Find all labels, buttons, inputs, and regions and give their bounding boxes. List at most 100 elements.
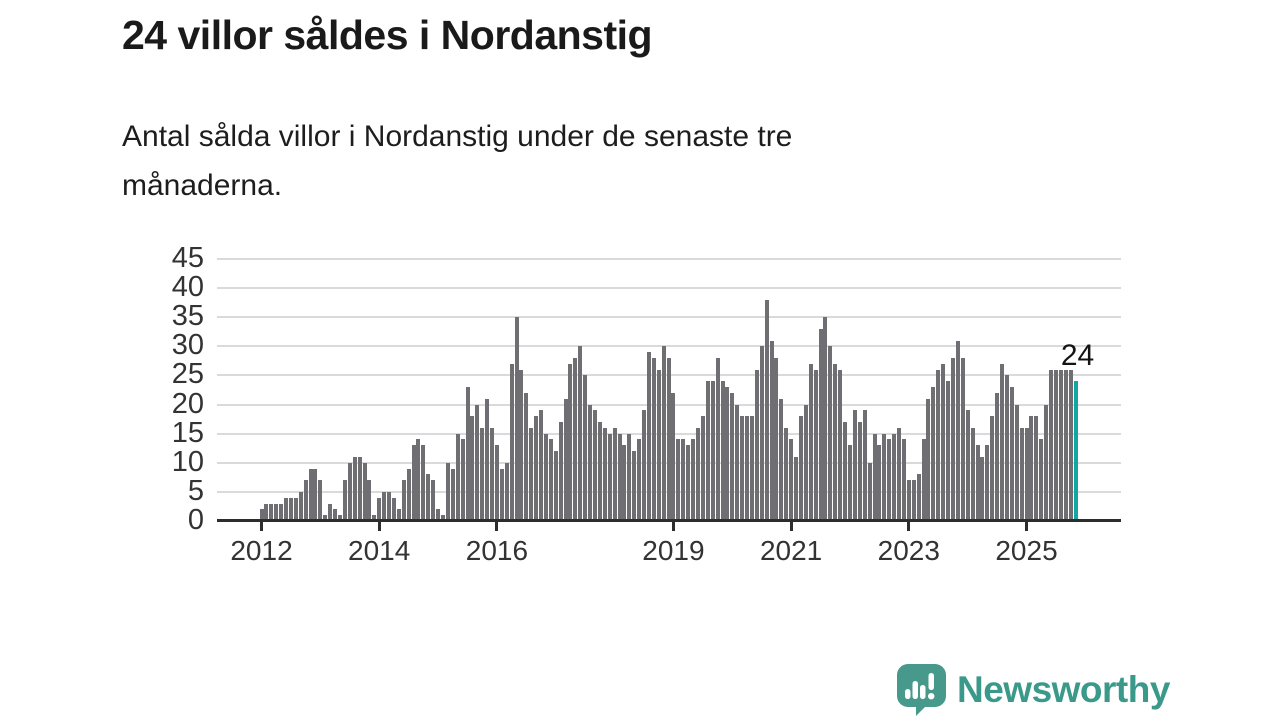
bar (735, 405, 740, 521)
x-axis-tick-2023 (907, 522, 911, 531)
bar (357, 457, 362, 521)
bar (818, 329, 823, 521)
bar (1004, 375, 1009, 521)
bar (568, 364, 573, 521)
bar (965, 410, 970, 521)
bar (681, 439, 686, 521)
bar (705, 381, 710, 521)
bar (1068, 370, 1073, 521)
bar (1019, 428, 1024, 521)
x-axis-label-2012: 2012 (230, 535, 293, 566)
bar (298, 492, 303, 521)
bar (882, 434, 887, 521)
bar (583, 375, 588, 521)
bar (916, 474, 921, 521)
x-axis-label-2014: 2014 (348, 535, 411, 566)
bar (720, 381, 725, 521)
bar (828, 346, 833, 521)
x-axis-tick-2014 (377, 522, 381, 531)
bar (490, 428, 494, 521)
bar (784, 428, 789, 521)
bar (602, 428, 607, 521)
x-axis-label-2021: 2021 (759, 535, 823, 566)
bar (646, 352, 651, 521)
x-axis-label-2025: 2025 (995, 535, 1058, 566)
bar (838, 370, 843, 521)
bar (808, 364, 813, 521)
bar (494, 445, 499, 521)
bar (946, 381, 950, 521)
bar (259, 509, 264, 521)
bar (848, 445, 852, 521)
bar (852, 410, 857, 521)
y-axis-label-15: 15 (171, 417, 204, 449)
bar (990, 416, 995, 521)
bar (661, 346, 666, 521)
bar (318, 480, 323, 521)
bar (279, 504, 284, 521)
x-axis-tick-2025 (1025, 522, 1028, 531)
newsworthy-logo: Newsworthy (895, 663, 1170, 716)
y-axis-label-30: 30 (171, 329, 204, 361)
bar (426, 474, 431, 521)
bar (656, 370, 661, 521)
chart-subtitle-line2: månaderna. (122, 169, 283, 202)
bar (921, 439, 926, 521)
bar (1000, 364, 1004, 521)
bar (514, 317, 519, 521)
last-value-annotation: 24 (1060, 339, 1095, 372)
bar (465, 387, 470, 521)
bar (367, 480, 372, 521)
bar (857, 422, 862, 521)
bar (558, 422, 563, 521)
bar (867, 463, 872, 521)
bar (445, 463, 450, 521)
bar (543, 434, 548, 521)
bar (970, 428, 975, 521)
bar (519, 370, 524, 521)
bar (632, 451, 637, 521)
bar (995, 393, 1000, 521)
bar (911, 480, 916, 521)
bar (352, 457, 357, 521)
bar (338, 515, 342, 521)
bar (323, 515, 328, 521)
bar (563, 399, 568, 521)
x-axis-label-2023: 2023 (877, 535, 940, 566)
bar (288, 498, 293, 521)
bar (460, 439, 465, 521)
bar (391, 498, 396, 521)
bar (931, 387, 936, 521)
bar (730, 393, 735, 521)
bar (607, 434, 612, 521)
bar (700, 416, 705, 521)
bar (960, 358, 965, 521)
bar (387, 492, 391, 521)
bar (588, 405, 593, 521)
bar (524, 393, 529, 521)
y-axis-label-0: 0 (187, 504, 204, 536)
bar (1024, 428, 1029, 521)
bar (872, 434, 877, 521)
bar (328, 504, 333, 521)
bar (431, 480, 436, 521)
bar (308, 469, 313, 521)
bar (843, 422, 848, 521)
bar (666, 358, 671, 521)
bar (710, 381, 715, 521)
bar (754, 370, 759, 521)
bar (769, 341, 774, 521)
x-axis-tick-2016 (495, 522, 499, 531)
bar (642, 410, 646, 521)
bar (303, 480, 308, 521)
bar (980, 457, 985, 521)
bar (480, 428, 485, 521)
bar (539, 410, 543, 521)
bar (637, 439, 642, 521)
bar (926, 399, 931, 521)
bar (1034, 416, 1039, 521)
x-axis-tick-2021 (789, 522, 793, 531)
bar (691, 439, 695, 521)
bar (759, 346, 764, 521)
bar (284, 498, 288, 521)
